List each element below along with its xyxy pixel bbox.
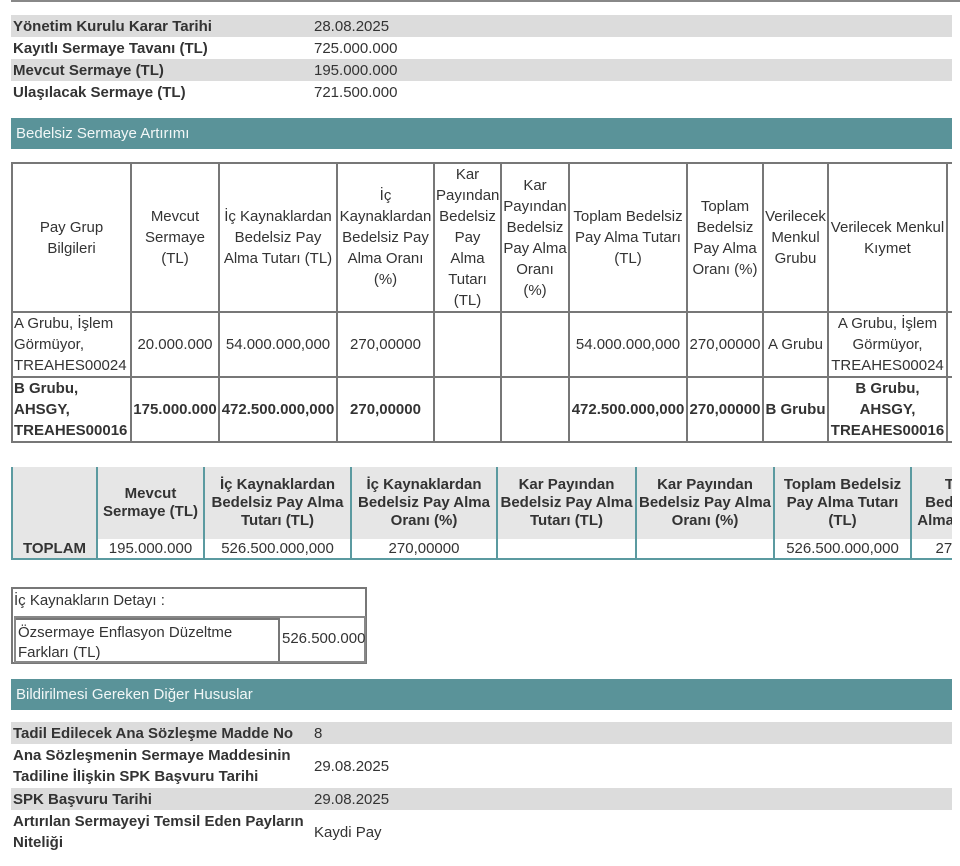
column-header: Toplam Bedelsiz Pay Alma Oranı (%) [910,467,952,539]
summary-table: Yönetim Kurulu Karar Tarihi 28.08.2025 Ka… [11,15,952,103]
detail-item-label: Özsermaye Enflasyon Düzeltme Farkları (T… [16,618,280,661]
table-cell: B Grubu, AHSGY, TREAHES00016 [827,376,948,443]
other-value: Kaydi Pay [314,823,382,841]
other-label: SPK Başvuru Tarihi [11,788,312,810]
other-table: Tadil Edilecek Ana Sözleşme Madde No 8 An… [11,722,952,854]
summary-label: Ulaşılacak Sermaye (TL) [13,83,186,101]
total-cell: 526.500.000,000 [203,539,352,560]
total-table: Mevcut Sermaye (TL) İç Kaynaklardan Bedel… [11,467,952,560]
table-cell: 472.500.000,000 [218,376,338,443]
detail-item: Özsermaye Enflasyon Düzeltme Farkları (T… [14,616,366,663]
other-row: Tadil Edilecek Ana Sözleşme Madde No 8 [11,722,952,744]
table-cell: 54.000.000,000 [568,311,688,378]
total-cell: 270,00000 [350,539,498,560]
column-header: Verilecek Menkul Grubu [762,162,829,313]
column-header: Kar Payından Bedelsiz Pay Alma Tutarı (T… [496,467,637,539]
total-cell [496,539,637,560]
column-header [946,162,952,313]
column-header: Kar Payından Bedelsiz Pay Alma Oranı (%) [500,162,570,313]
main-table-wrapper: Pay Grup Bilgileri Mevcut Sermaye (TL) İç … [11,162,952,445]
summary-value: 28.08.2025 [312,15,952,37]
other-row: Ana Sözleşmenin Sermaye Maddesinin Tadil… [11,744,952,788]
column-header: İç Kaynaklardan Bedelsiz Pay Alma Tutarı… [218,162,338,313]
summary-value: 725.000.000 [314,39,398,57]
total-cell [635,539,775,560]
summary-row: Ulaşılacak Sermaye (TL) 721.500.000 [11,81,952,103]
column-header: Kar Payından Bedelsiz Pay Alma Oranı (%) [635,467,775,539]
detail-item-value: 526.500.000 [282,630,366,647]
summary-label: Mevcut Sermaye (TL) [11,59,312,81]
internal-sources-detail: İç Kaynakların Detayı : Özsermaye Enflas… [11,587,367,664]
column-header: İç Kaynaklardan Bedelsiz Pay Alma Oranı … [350,467,498,539]
table-cell [500,311,570,378]
column-header: Verilecek Menkul Kıymet [827,162,948,313]
table-cell: 270,00000 [686,311,764,378]
table-cell: 20.000.000 [130,311,220,378]
total-cell: 270,00000 [910,539,952,560]
table-cell: A Grubu, İşlem Görmüyor, TREAHES00024 [11,311,132,378]
summary-row: Yönetim Kurulu Karar Tarihi 28.08.2025 [11,15,952,37]
column-header: İç Kaynaklardan Bedelsiz Pay Alma Tutarı… [203,467,352,539]
column-header: Toplam Bedelsiz Pay Alma Oranı (%) [686,162,764,313]
total-cell: 526.500.000,000 [773,539,912,560]
total-header-row: Mevcut Sermaye (TL) İç Kaynaklardan Bedel… [11,467,952,539]
summary-row: Mevcut Sermaye (TL) 195.000.000 [11,59,952,81]
other-label: Tadil Edilecek Ana Sözleşme Madde No [11,722,312,744]
table-cell: 472.500.000,000 [568,376,688,443]
table-cell: 270,00000 [336,376,435,443]
table-cell [946,376,952,443]
section-header-other: Bildirilmesi Gereken Diğer Hususlar [11,679,952,710]
column-header: Pay Grup Bilgileri [11,162,132,313]
section-header-bedelsiz: Bedelsiz Sermaye Artırımı [11,118,952,149]
pay-group-table: Pay Grup Bilgileri Mevcut Sermaye (TL) İç … [11,162,952,443]
table-cell: B Grubu, AHSGY, TREAHES00016 [11,376,132,443]
other-value: 29.08.2025 [314,757,390,775]
table-cell: 270,00000 [686,376,764,443]
column-header: İç Kaynaklardan Bedelsiz Pay Alma Oranı … [336,162,435,313]
column-header: Mevcut Sermaye (TL) [96,467,205,539]
column-header: Toplam Bedelsiz Pay Alma Tutarı (TL) [568,162,688,313]
column-header: Toplam Bedelsiz Pay Alma Tutarı (TL) [773,467,912,539]
total-row: TOPLAM 195.000.000 526.500.000,000 270,0000… [11,539,952,560]
summary-label: Yönetim Kurulu Karar Tarihi [11,15,312,37]
other-value: 8 [312,722,952,744]
other-row: Artırılan Sermayeyi Temsil Eden Payların… [11,810,952,854]
summary-value: 195.000.000 [312,59,952,81]
column-header: Mevcut Sermaye (TL) [130,162,220,313]
table-cell [433,311,502,378]
table-row: B Grubu, AHSGY, TREAHES00016 175.000.000 4… [11,376,952,443]
table-cell [500,376,570,443]
table-cell [946,311,952,378]
column-header [11,467,98,539]
table-row: A Grubu, İşlem Görmüyor, TREAHES00024 20.… [11,311,952,378]
table-cell: 54.000.000,000 [218,311,338,378]
top-divider [11,0,960,2]
total-cell: 195.000.000 [96,539,205,560]
table-cell: A Grubu [762,311,829,378]
other-label: Ana Sözleşmenin Sermaye Maddesinin Tadil… [13,747,291,785]
table-header-row: Pay Grup Bilgileri Mevcut Sermaye (TL) İç … [11,162,952,313]
total-table-wrapper: Mevcut Sermaye (TL) İç Kaynaklardan Bedel… [11,467,952,560]
summary-label: Kayıtlı Sermaye Tavanı (TL) [13,39,208,57]
table-cell [433,376,502,443]
table-cell: 270,00000 [336,311,435,378]
other-value: 29.08.2025 [312,788,952,810]
table-cell: B Grubu [762,376,829,443]
other-row: SPK Başvuru Tarihi 29.08.2025 [11,788,952,810]
table-cell: A Grubu, İşlem Görmüyor, TREAHES00024 [827,311,948,378]
other-label: Artırılan Sermayeyi Temsil Eden Payların… [13,813,304,851]
total-label: TOPLAM [11,539,98,560]
summary-value: 721.500.000 [314,83,398,101]
table-cell: 175.000.000 [130,376,220,443]
detail-title: İç Kaynakların Detayı : [14,592,165,609]
column-header: Kar Payından Bedelsiz Pay Alma Tutarı (T… [433,162,502,313]
summary-row: Kayıtlı Sermaye Tavanı (TL) 725.000.000 [11,37,952,59]
